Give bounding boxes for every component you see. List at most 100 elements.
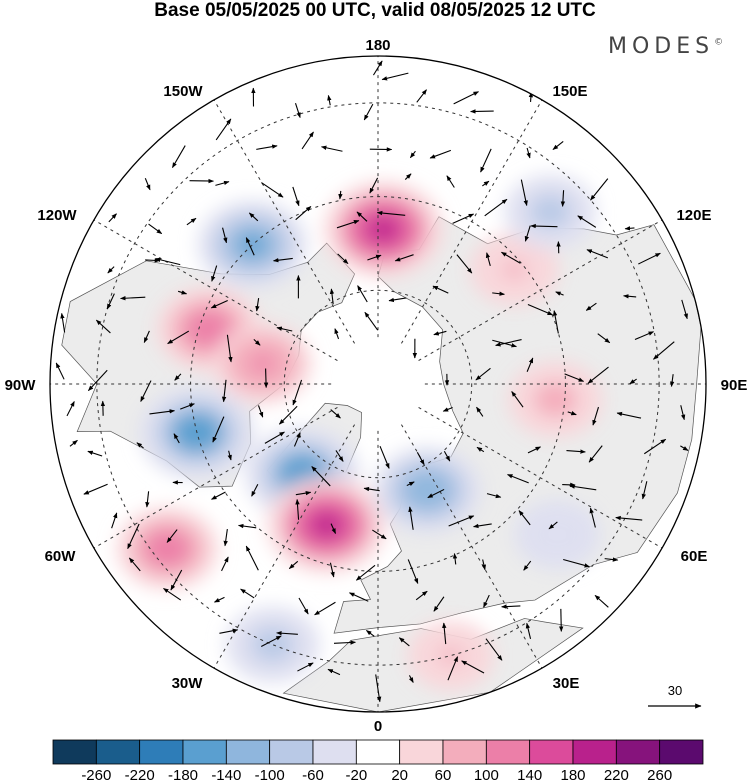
wind-vector [87, 450, 103, 457]
wind-vector [248, 212, 259, 222]
wind-vector [163, 587, 182, 601]
wind-vector [518, 510, 531, 526]
wind-vector [155, 257, 181, 266]
wind-vector [680, 445, 689, 451]
anomaly-blob [540, 203, 561, 220]
wind-vector [253, 338, 261, 346]
wind-vector [223, 529, 228, 547]
wind-vector [416, 452, 425, 466]
wind-vector [567, 411, 577, 416]
wind-vector [261, 182, 284, 198]
wind-vector [527, 304, 553, 316]
wind-vector [298, 597, 309, 615]
lon-label-60e: 60E [681, 548, 708, 565]
colorbar-tick-label: -140 [211, 767, 241, 783]
wind-vector [171, 145, 186, 169]
wind-vector [364, 311, 379, 331]
anomaly-blob [415, 480, 440, 500]
wind-vector [294, 103, 301, 119]
wind-vector [297, 662, 314, 672]
wind-vector [447, 656, 459, 681]
wind-vector [680, 405, 686, 421]
colorbar-tick-label: -180 [168, 767, 198, 783]
wind-vector [453, 91, 479, 105]
wind-vector [355, 564, 376, 581]
wind-vector [167, 330, 190, 345]
wind-vector [140, 380, 152, 402]
meridian-line [93, 219, 338, 362]
wind-vector [408, 675, 414, 683]
wind-vector [526, 357, 534, 372]
wind-vector [143, 330, 150, 343]
wind-vector [563, 558, 590, 568]
colorbar-tick-label: 60 [435, 767, 452, 783]
wind-vector [527, 446, 542, 454]
wind-vector [456, 254, 473, 274]
wind-vector [222, 227, 228, 244]
wind-vector [597, 333, 611, 344]
wind-vector [111, 512, 118, 529]
colorbar-swatch [442, 739, 487, 765]
wind-vector [327, 94, 332, 106]
wind-vector [348, 592, 369, 602]
colorbar-tick-label: 20 [391, 767, 408, 783]
wind-vector [136, 442, 144, 449]
anomaly-blob [313, 514, 340, 536]
wind-vector [485, 638, 503, 661]
colorbar-swatch [529, 739, 574, 765]
wind-vector [480, 148, 492, 173]
wind-vector [615, 515, 643, 521]
wind-vector [555, 291, 564, 296]
wind-vector [476, 406, 484, 417]
wind-vector [363, 486, 380, 492]
wind-vector [106, 293, 115, 310]
wind-vector [148, 223, 163, 235]
colorbar-swatch [399, 739, 444, 765]
colorbar-tick-label: 140 [517, 767, 542, 783]
colorbar-swatch [52, 739, 97, 765]
lon-label-30e: 30E [553, 675, 580, 692]
meridian-line [213, 424, 356, 669]
wind-vector [69, 439, 78, 447]
wind-vector [604, 557, 619, 562]
colorbar-swatch [572, 739, 617, 765]
wind-vector [311, 466, 331, 487]
latitude-circle [283, 289, 473, 479]
wind-vector [288, 560, 299, 570]
wind-vector [372, 529, 387, 540]
wind-vector [638, 252, 661, 265]
anomaly-blob [547, 526, 567, 543]
wind-vector [587, 366, 609, 384]
wind-vector [408, 506, 414, 530]
wind-vector [585, 302, 597, 311]
wind-vector [520, 179, 528, 207]
wind-vector [60, 312, 66, 333]
wind-vector [569, 484, 597, 491]
lon-label-30w: 30W [172, 675, 204, 692]
wind-vector [107, 266, 115, 274]
wind-vector [211, 491, 226, 500]
wind-vector [586, 249, 609, 259]
modes-logo: MODES© [608, 34, 723, 59]
lon-label-180: 180 [365, 37, 390, 54]
wind-vector [245, 545, 259, 571]
wind-vector [511, 391, 524, 408]
wind-vector [186, 217, 197, 226]
wind-vector [486, 493, 502, 499]
anomaly-blob [262, 636, 284, 654]
wind-vector [180, 403, 195, 410]
wind-vector [145, 258, 161, 263]
wind-vector [276, 326, 293, 332]
wind-vector [338, 190, 343, 200]
wind-vector [594, 594, 609, 608]
wind-vector [320, 145, 343, 152]
wind-vector [356, 211, 368, 222]
wind-vector [83, 483, 108, 495]
wind-vector [145, 491, 150, 508]
meridian-line [400, 99, 543, 344]
wind-vector [330, 409, 341, 419]
wind-vector [108, 213, 117, 223]
wind-vector [495, 339, 522, 347]
wind-vector [429, 149, 452, 159]
